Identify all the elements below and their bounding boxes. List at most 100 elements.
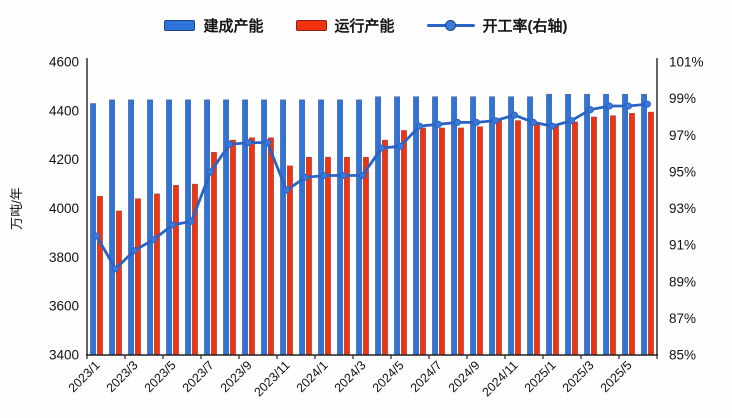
right-axis-label: 85%	[669, 348, 696, 363]
built-capacity-bar	[413, 96, 419, 356]
utilization-rate-marker	[549, 122, 556, 130]
running-capacity-bar	[211, 152, 217, 356]
built-capacity-bar	[261, 99, 267, 356]
built-capacity-bar	[546, 93, 553, 356]
running-capacity-bar	[400, 130, 407, 356]
utilization-rate-marker	[188, 217, 195, 225]
left-axis-label: 4400	[49, 103, 79, 118]
running-capacity-bar	[267, 137, 274, 356]
utilization-rate-marker	[112, 265, 119, 273]
running-capacity-bar	[609, 115, 616, 356]
legend-label-utilization-rate: 开工率(右轴)	[482, 18, 568, 35]
built-capacity-bar	[527, 96, 534, 356]
utilization-line-sample	[426, 19, 475, 32]
running-capacity-bar	[571, 121, 578, 356]
legend-item-running-capacity: 运行产能	[295, 15, 395, 36]
utilization-rate-marker	[492, 117, 499, 125]
legend-label-running-capacity: 运行产能	[334, 18, 395, 35]
running-capacity-bar	[324, 156, 331, 356]
utilization-rate-marker	[264, 139, 271, 147]
x-axis-label: 2024/11	[479, 358, 520, 399]
x-axis-label: 2025/3	[560, 358, 597, 395]
built-capacity-bar	[337, 99, 343, 356]
utilization-rate-marker	[435, 120, 442, 128]
left-axis-label: 4000	[49, 201, 79, 216]
running-capacity-bar	[514, 120, 521, 356]
right-axis-label: 93%	[669, 201, 696, 216]
x-axis-label: 2024/9	[446, 358, 483, 395]
x-axis-label: 2023/1	[66, 358, 103, 395]
legend-label-built-capacity: 建成产能	[203, 18, 264, 35]
utilization-rate-marker	[340, 172, 347, 179]
built-capacity-bar	[223, 99, 229, 356]
utilization-rate-marker	[568, 117, 575, 125]
running-capacity-bar	[154, 193, 160, 356]
running-capacity-bar	[533, 122, 540, 356]
utilization-rate-marker	[302, 173, 309, 181]
built-capacity-bar	[489, 96, 495, 356]
right-axis-label: 101%	[669, 55, 704, 70]
utilization-rate-marker	[93, 232, 100, 240]
right-axis-label: 89%	[669, 274, 696, 289]
built-capacity-bar	[299, 99, 305, 356]
left-axis-label: 4600	[49, 55, 79, 70]
running-capacity-bar	[438, 127, 445, 356]
utilization-rate-marker	[150, 236, 157, 244]
right-axis-label: 99%	[669, 91, 696, 106]
built-capacity-bar	[432, 96, 438, 356]
utilization-rate-marker	[625, 102, 632, 110]
built-capacity-bar	[242, 99, 248, 356]
running-capacity-bar	[647, 111, 654, 356]
built-capacity-bar	[204, 99, 210, 356]
running-capacity-bar	[343, 156, 350, 356]
running-capacity-swatch	[295, 20, 327, 31]
built-capacity-bar	[185, 99, 191, 356]
running-capacity-bar	[305, 156, 312, 356]
utilization-rate-marker	[454, 118, 461, 126]
x-axis-label: 2023/11	[251, 358, 292, 399]
utilization-rate-marker	[321, 172, 328, 179]
utilization-rate-marker	[397, 142, 404, 150]
utilization-rate-marker	[283, 186, 290, 194]
running-capacity-bar	[628, 113, 635, 356]
utilization-rate-marker	[207, 168, 214, 176]
utilization-rate-marker	[644, 100, 651, 108]
built-capacity-bar	[109, 99, 116, 356]
built-capacity-bar	[641, 93, 648, 356]
x-axis-label: 2025/1	[522, 358, 559, 395]
x-axis-label: 2023/3	[104, 358, 141, 395]
x-axis-label: 2023/7	[180, 358, 217, 395]
utilization-rate-marker	[606, 102, 613, 110]
x-axis-label: 2024/3	[332, 358, 369, 395]
built-capacity-bar	[90, 103, 97, 356]
utilization-rate-marker	[226, 140, 233, 148]
built-capacity-bar	[394, 96, 400, 356]
x-axis-label: 2024/7	[408, 358, 445, 395]
x-axis-label: 2023/5	[142, 358, 179, 395]
running-capacity-bar	[135, 198, 141, 356]
left-axis-label: 3600	[49, 299, 79, 314]
utilization-rate-marker	[587, 106, 594, 114]
x-axis-label: 2024/1	[294, 358, 331, 395]
built-capacity-bar	[622, 93, 629, 356]
legend-item-built-capacity: 建成产能	[164, 15, 264, 36]
built-capacity-bar	[318, 99, 324, 356]
running-capacity-bar	[362, 156, 369, 356]
built-capacity-bar	[584, 93, 591, 356]
left-axis-label: 3400	[49, 348, 79, 363]
utilization-rate-marker	[416, 122, 423, 130]
built-capacity-bar	[128, 99, 134, 356]
running-capacity-bar	[552, 124, 559, 356]
built-capacity-bar	[356, 99, 362, 356]
legend: 建成产能 运行产能 开工率(右轴)	[0, 15, 732, 36]
running-capacity-bar	[457, 127, 464, 356]
x-axis-label: 2024/5	[370, 358, 407, 395]
left-axis-title: 万吨/年	[9, 187, 24, 230]
right-axis-label: 97%	[669, 128, 696, 143]
utilization-rate-marker	[359, 172, 366, 179]
running-capacity-bar	[381, 139, 388, 356]
running-capacity-bar	[590, 116, 597, 356]
running-capacity-bar	[230, 139, 236, 356]
